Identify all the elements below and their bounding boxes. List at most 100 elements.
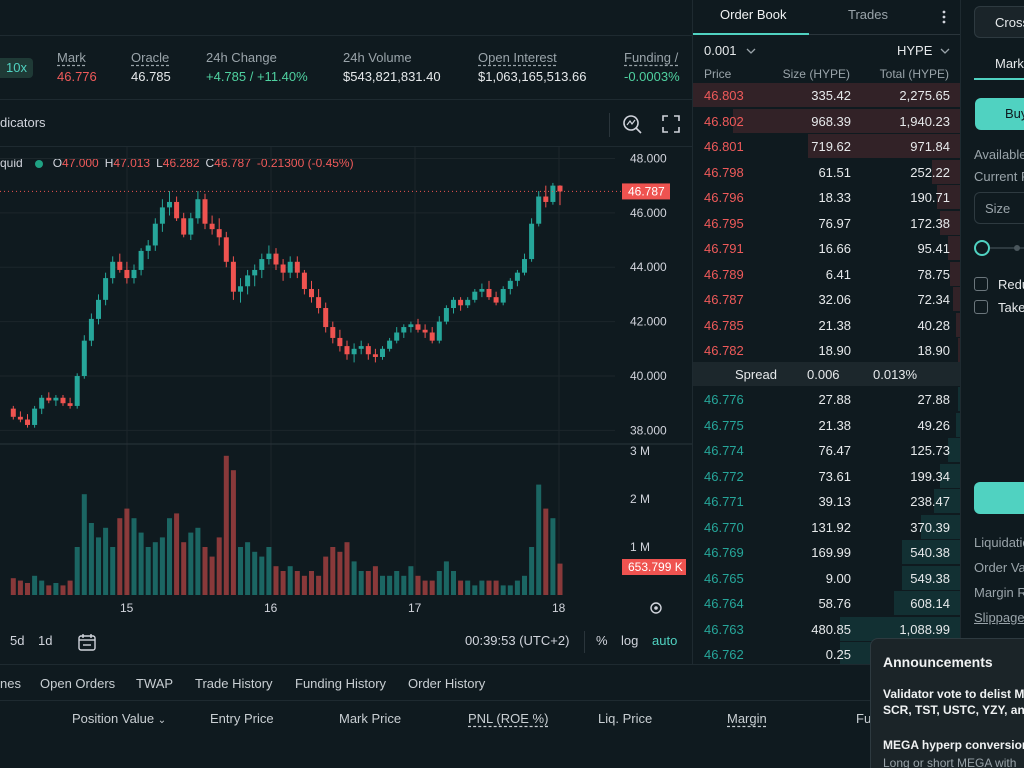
bid-row[interactable]: 46.770 131.92 370.39 [693, 514, 961, 539]
log-scale-toggle[interactable]: log [621, 633, 639, 648]
size-unit-select[interactable]: HYPE [897, 43, 933, 58]
candlestick-chart[interactable]: 48.000 46.000 44.000 42.000 40.000 38.000 3 M 2… [0, 101, 692, 623]
bid-row[interactable]: 46.774 76.47 125.73 [693, 438, 961, 462]
ask-price: 46.798 [704, 164, 744, 180]
ask-row[interactable]: 46.796 18.33 190.71 [693, 185, 961, 209]
volume-bar [486, 580, 492, 595]
tab-trades[interactable]: Trades [848, 7, 888, 22]
order-size: 0.25 [825, 647, 851, 662]
stat-open-interest: Open Interest $1,063,165,513.66 [478, 50, 586, 84]
col-liq-price[interactable]: Liq. Price [598, 711, 653, 726]
tab-positions[interactable]: nes [0, 676, 21, 691]
ask-row[interactable]: 46.787 32.06 72.34 [693, 287, 961, 311]
chart-time[interactable]: 00:39:53 (UTC+2) [465, 633, 570, 648]
slippage-label[interactable]: Slippage [974, 610, 1024, 625]
volume-bar [401, 575, 407, 595]
ask-row[interactable]: 46.785 21.38 40.28 [693, 312, 961, 337]
col-pnl[interactable]: PNL (ROE %) [468, 711, 549, 726]
bid-row[interactable]: 46.776 27.88 27.88 [693, 387, 961, 411]
bid-row[interactable]: 46.765 9.00 549.38 [693, 565, 961, 590]
ask-row[interactable]: 46.803 335.42 2,275.65 [693, 83, 961, 107]
ask-row[interactable]: 46.798 61.51 252.22 [693, 159, 961, 184]
stat-label[interactable]: Funding / [624, 50, 679, 65]
chevron-down-icon[interactable] [746, 47, 756, 55]
buy-side-button[interactable]: Buy [975, 98, 1024, 130]
col-position-value[interactable]: Position Value ⌄ [72, 711, 166, 726]
announcement-title[interactable]: MEGA hyperp conversion [883, 738, 1024, 752]
stat-label[interactable]: Oracle [131, 50, 170, 65]
candle-body [67, 403, 73, 406]
take-profit-checkbox[interactable] [974, 300, 988, 314]
candle-body [294, 261, 300, 273]
tick-size-select[interactable]: 0.001 [704, 43, 737, 58]
timeframe-1d[interactable]: 1d [38, 633, 53, 648]
stat-value: +4.785 / +11.40% [206, 69, 308, 84]
depth-bar [921, 514, 961, 539]
more-menu-icon[interactable] [941, 9, 947, 25]
place-order-button[interactable] [974, 482, 1024, 514]
indicators-button[interactable]: dicators [0, 115, 46, 130]
stat-label[interactable]: Mark [57, 50, 86, 65]
stat-label[interactable]: Open Interest [478, 50, 557, 65]
tab-twap[interactable]: TWAP [136, 676, 174, 691]
ask-row[interactable]: 46.795 76.97 172.38 [693, 210, 961, 235]
size-slider-handle[interactable] [974, 240, 990, 256]
volume-bar [280, 571, 286, 595]
order-total: 190.71 [910, 190, 950, 205]
volume-bar [294, 571, 300, 595]
order-total: 18.90 [917, 343, 950, 358]
bid-row[interactable]: 46.775 21.38 49.26 [693, 412, 961, 437]
size-slider-track[interactable] [990, 247, 1024, 249]
col-entry-price[interactable]: Entry Price [210, 711, 274, 726]
col-mark-price[interactable]: Mark Price [339, 711, 402, 726]
col-margin[interactable]: Margin [727, 711, 767, 726]
size-input[interactable]: Size [974, 192, 1024, 224]
bid-price: 46.771 [704, 494, 744, 509]
ask-row[interactable]: 46.802 968.39 1,940.23 [693, 108, 961, 133]
candle-body [245, 275, 251, 287]
tab-order-history[interactable]: Order History [408, 676, 486, 691]
bid-row[interactable]: 46.764 58.76 608.14 [693, 591, 961, 615]
volume-bar [500, 585, 506, 595]
volume-bar [273, 566, 279, 595]
order-size: 16.66 [818, 241, 851, 256]
tab-order-book[interactable]: Order Book [720, 7, 787, 22]
bid-row[interactable]: 46.771 39.13 238.47 [693, 489, 961, 513]
candle-body [493, 297, 499, 303]
indicator-search-icon[interactable] [621, 113, 643, 135]
order-type-market-tab[interactable]: Marke [995, 56, 1024, 71]
tab-funding-history[interactable]: Funding History [295, 676, 387, 691]
tab-open-orders[interactable]: Open Orders [40, 676, 116, 691]
price-axis-label: 44.000 [630, 260, 667, 274]
volume-bar [479, 580, 485, 595]
settings-gear-icon[interactable] [650, 602, 662, 614]
candle-body [110, 261, 116, 279]
timeframe-5d[interactable]: 5d [10, 633, 25, 648]
reduce-only-checkbox[interactable] [974, 277, 988, 291]
auto-scale-toggle[interactable]: auto [652, 633, 678, 648]
bid-row[interactable]: 46.769 169.99 540.38 [693, 540, 961, 564]
ask-row[interactable]: 46.791 16.66 95.41 [693, 236, 961, 260]
ask-row[interactable]: 46.801 719.62 971.84 [693, 134, 961, 158]
depth-bar [950, 261, 961, 286]
bid-row[interactable]: 46.763 480.85 1,088.99 [693, 616, 961, 641]
settings-gear-icon[interactable] [654, 606, 658, 610]
margin-mode-button[interactable]: Cross [974, 6, 1024, 38]
announcements-popup[interactable]: Announcements Validator vote to delist M… [870, 638, 1024, 768]
announcement-title[interactable]: Validator vote to delist M [883, 687, 1024, 701]
ask-row[interactable]: 46.789 6.41 78.75 [693, 261, 961, 286]
candle-body [337, 337, 343, 347]
date-range-icon[interactable] [76, 631, 98, 653]
percent-scale-toggle[interactable]: % [596, 633, 608, 648]
volume-bar [195, 527, 201, 595]
chevron-down-icon[interactable] [940, 47, 950, 55]
bid-price: 46.763 [704, 621, 744, 637]
bid-row[interactable]: 46.772 73.61 199.34 [693, 463, 961, 488]
tab-trade-history[interactable]: Trade History [195, 676, 273, 691]
ask-row[interactable]: 46.782 18.90 18.90 [693, 338, 961, 362]
depth-bar [934, 489, 961, 513]
col-funding[interactable]: Fu [856, 711, 872, 726]
leverage-badge[interactable]: 10x [0, 58, 33, 78]
fullscreen-icon[interactable] [660, 113, 682, 135]
candle-body [472, 291, 478, 300]
